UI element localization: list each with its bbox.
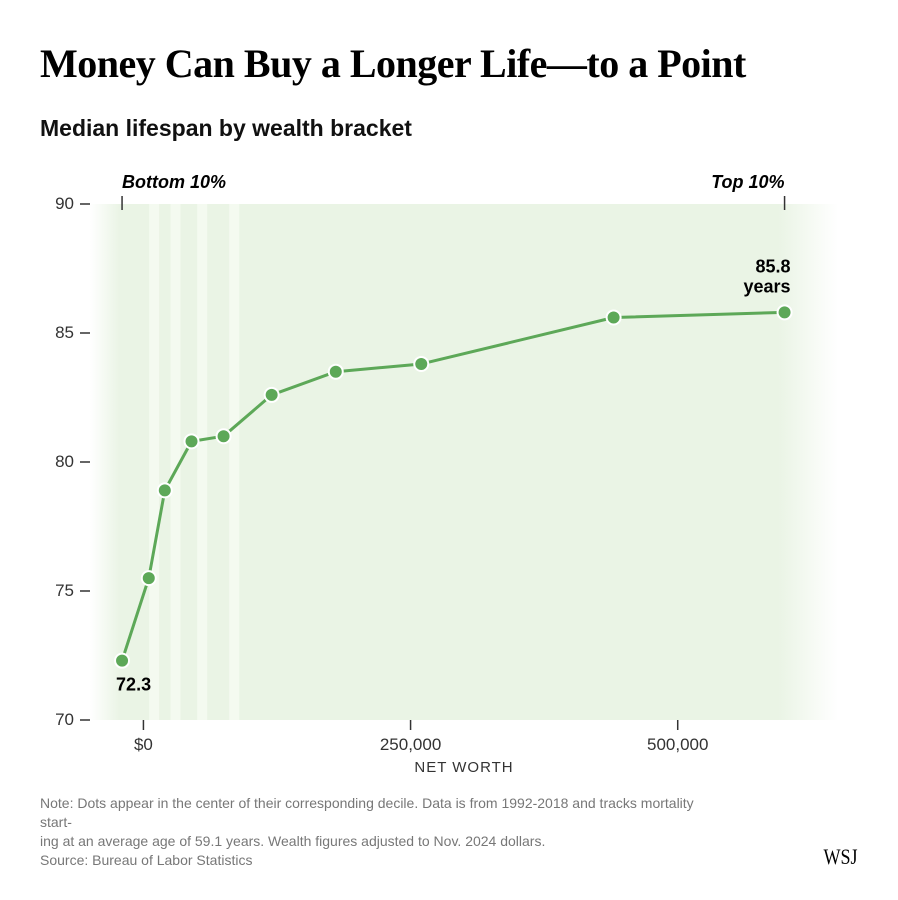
- note-line-2: ing at an average age of 59.1 years. Wea…: [40, 832, 720, 851]
- footnotes: Note: Dots appear in the center of their…: [40, 794, 720, 870]
- x-tick-label: $0: [134, 735, 153, 754]
- data-point: [142, 571, 156, 585]
- data-point: [265, 388, 279, 402]
- source-line: Source: Bureau of Labor Statistics: [40, 851, 720, 870]
- y-tick-label: 90: [55, 194, 74, 213]
- data-point: [158, 483, 172, 497]
- decile-band: [229, 204, 239, 720]
- decile-band: [197, 204, 207, 720]
- data-point: [607, 311, 621, 325]
- data-point: [217, 429, 231, 443]
- data-point: [778, 305, 792, 319]
- y-tick-label: 85: [55, 323, 74, 342]
- x-axis-title: NET WORTH: [414, 759, 513, 776]
- note-line-1: Note: Dots appear in the center of their…: [40, 794, 720, 832]
- callout-first: 72.3: [116, 675, 151, 695]
- headline: Money Can Buy a Longer Life—to a Point: [40, 40, 858, 87]
- y-tick-label: 75: [55, 581, 74, 600]
- x-tick-label: 500,000: [647, 735, 708, 754]
- callout-last-unit: years: [744, 276, 791, 296]
- y-tick-label: 70: [55, 710, 74, 729]
- bracket-left-label: Bottom 10%: [122, 172, 226, 192]
- data-point: [185, 434, 199, 448]
- callout-last-value: 85.8: [756, 256, 791, 276]
- wsj-logo: WSJ: [824, 844, 858, 870]
- data-point: [115, 654, 129, 668]
- data-point: [329, 365, 343, 379]
- x-tick-label: 250,000: [380, 735, 441, 754]
- lifespan-chart: 70 75 80 85 90 $0 250,000 500,000 NET WORTH Botto…: [40, 160, 858, 780]
- subtitle: Median lifespan by wealth bracket: [40, 115, 858, 142]
- y-tick-label: 80: [55, 452, 74, 471]
- decile-band: [149, 204, 159, 720]
- chart-area: 70 75 80 85 90 $0 250,000 500,000 NET WORTH Botto…: [40, 160, 858, 780]
- data-point: [414, 357, 428, 371]
- bracket-right-label: Top 10%: [711, 172, 784, 192]
